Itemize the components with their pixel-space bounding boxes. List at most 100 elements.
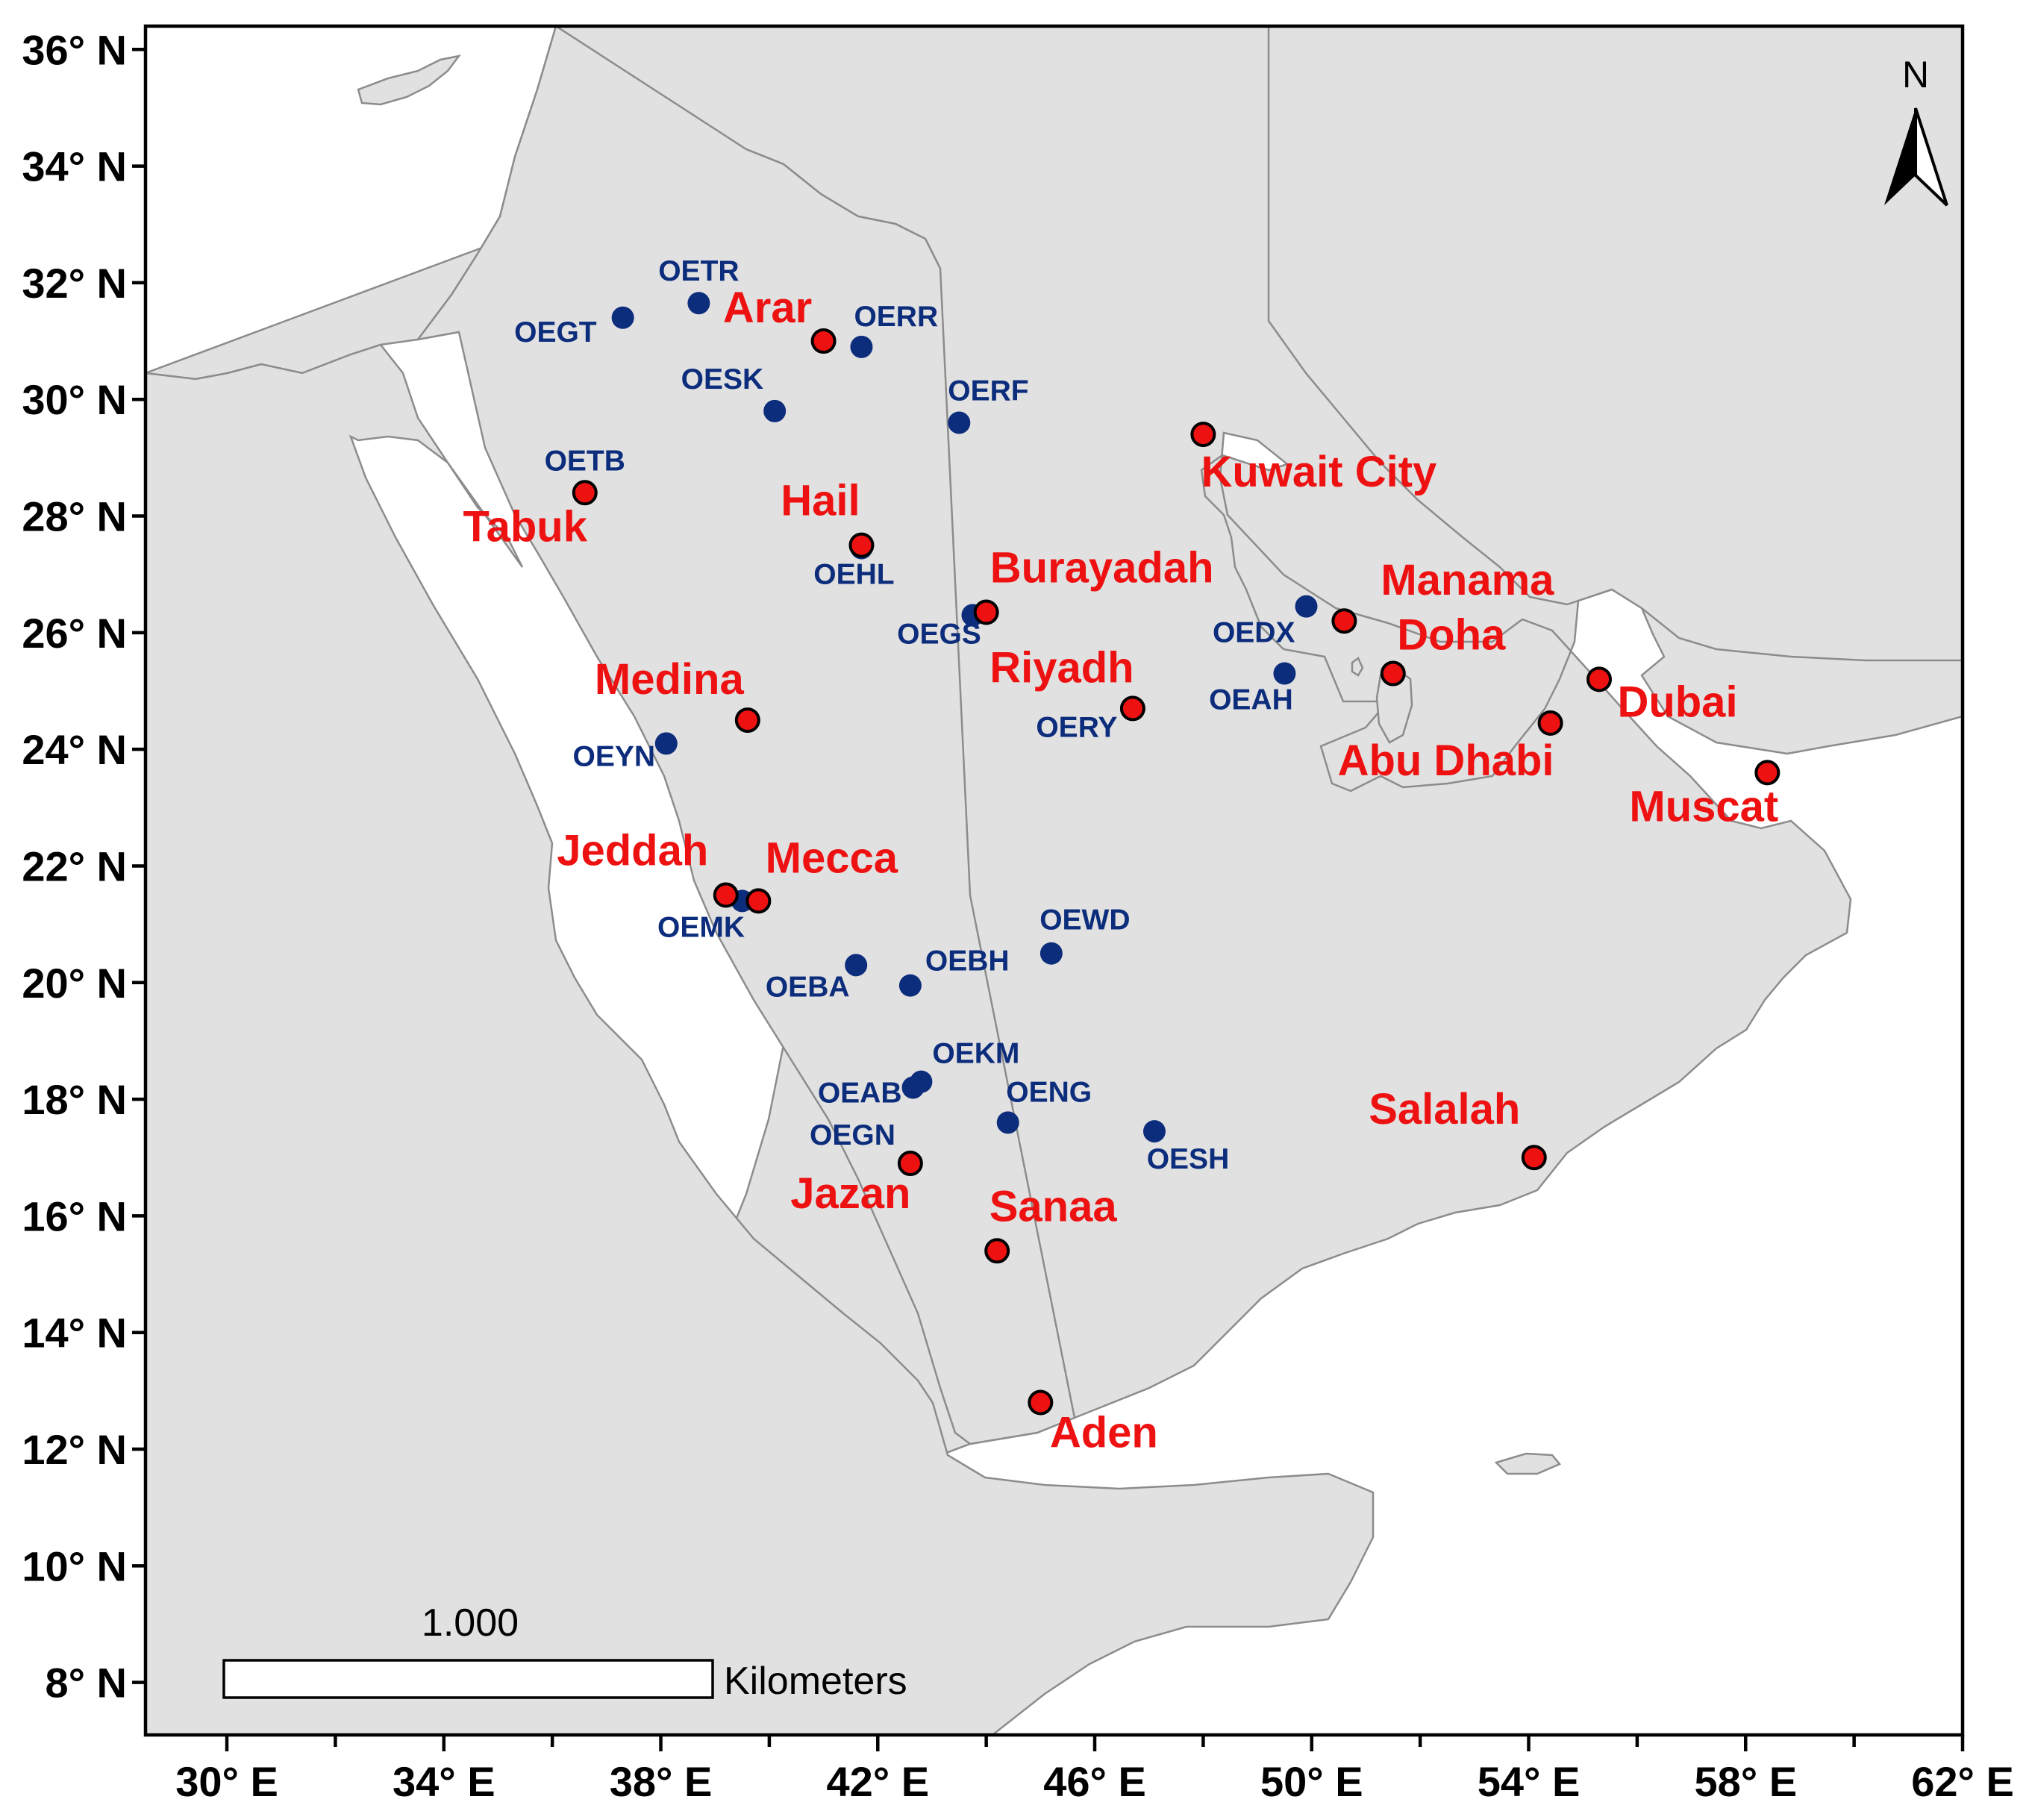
x-tick-label: 50° E bbox=[1260, 1758, 1363, 1805]
station-label-oery: OERY bbox=[1036, 711, 1117, 743]
scale-bar-box bbox=[222, 1659, 714, 1699]
station-marker-oesk bbox=[763, 399, 787, 422]
north-arrow-left-half bbox=[1884, 108, 1916, 205]
city-label-dubai: Dubai bbox=[1617, 678, 1737, 726]
city-marker-arar bbox=[810, 328, 837, 354]
station-label-oeyn: OEYN bbox=[573, 740, 656, 772]
city-marker-hail bbox=[848, 532, 875, 558]
city-marker-jazan bbox=[897, 1151, 923, 1177]
station-marker-oetr bbox=[687, 292, 710, 315]
city-marker-jeddah bbox=[713, 882, 739, 908]
station-label-oeab: OEAB bbox=[818, 1077, 902, 1109]
station-label-oegt: OEGT bbox=[514, 316, 597, 348]
city-label-muscat: Muscat bbox=[1629, 782, 1778, 831]
station-marker-oedx bbox=[1295, 595, 1318, 618]
y-tick-label: 14° N bbox=[22, 1310, 127, 1357]
y-tick-label: 18° N bbox=[22, 1076, 127, 1123]
city-marker-tabuk bbox=[572, 480, 598, 506]
y-tick-label: 26° N bbox=[22, 610, 127, 657]
y-tick-label: 36° N bbox=[22, 26, 127, 73]
city-label-jazan: Jazan bbox=[790, 1169, 910, 1218]
y-tick-label: 8° N bbox=[45, 1660, 127, 1707]
city-label-hail: Hail bbox=[781, 477, 860, 525]
city-marker-doha bbox=[1380, 660, 1406, 687]
station-marker-oesh bbox=[1142, 1120, 1166, 1143]
station-label-oeah: OEAH bbox=[1209, 684, 1293, 716]
y-tick-label: 20° N bbox=[22, 960, 127, 1007]
city-label-aden: Aden bbox=[1050, 1409, 1158, 1457]
bahrain-landmass bbox=[1351, 657, 1364, 677]
city-label-sanaa: Sanaa bbox=[990, 1182, 1118, 1230]
map-frame bbox=[143, 24, 1965, 1737]
north-arrow-right-half bbox=[1914, 107, 1948, 207]
city-label-manama: Manama bbox=[1381, 556, 1554, 604]
station-label-oeba: OEBA bbox=[766, 971, 850, 1003]
station-marker-oewd bbox=[1039, 942, 1063, 965]
station-marker-oeba bbox=[845, 954, 868, 977]
scale-bar-value: 1.000 bbox=[422, 1601, 519, 1645]
station-label-oeng: OENG bbox=[1006, 1076, 1092, 1108]
station-label-oesh: OESH bbox=[1147, 1143, 1230, 1175]
y-tick-label: 12° N bbox=[22, 1426, 127, 1473]
north-arrow-label: N bbox=[1902, 54, 1929, 96]
city-marker-aden bbox=[1028, 1389, 1054, 1416]
north-arrow: N bbox=[1884, 54, 1948, 207]
city-marker-muscat bbox=[1754, 760, 1781, 786]
x-tick-label: 42° E bbox=[826, 1758, 929, 1805]
station-label-oerf: OERF bbox=[948, 375, 1028, 407]
station-marker-oeab bbox=[901, 1076, 925, 1099]
city-label-burayadah: Burayadah bbox=[990, 543, 1214, 592]
x-tick-label: 38° E bbox=[610, 1758, 713, 1805]
x-tick-label: 46° E bbox=[1043, 1758, 1146, 1805]
y-tick-label: 16° N bbox=[22, 1192, 127, 1239]
x-tick-label: 58° E bbox=[1694, 1758, 1797, 1805]
station-label-oekm: OEKM bbox=[932, 1038, 1019, 1070]
scale-bar: 1.000 Kilometers bbox=[222, 1601, 907, 1703]
station-label-oegn: OEGN bbox=[810, 1119, 895, 1151]
city-marker-burayadah bbox=[973, 599, 999, 625]
city-marker-dubai bbox=[1586, 666, 1612, 692]
x-tick-label: 54° E bbox=[1478, 1758, 1581, 1805]
y-tick-label: 22° N bbox=[22, 842, 127, 889]
city-marker-medina bbox=[734, 707, 760, 734]
station-marker-oegt bbox=[611, 306, 634, 329]
station-label-oetr: OETR bbox=[658, 255, 739, 287]
x-axis: 30° E 34° E 38° E 42° E 46° E 50° E 54° E 58° E… bbox=[175, 1735, 2014, 1805]
socotra-landmass bbox=[1494, 1452, 1562, 1475]
y-tick-label: 24° N bbox=[22, 726, 127, 773]
city-label-arar: Arar bbox=[723, 284, 812, 332]
scale-bar-unit: Kilometers bbox=[724, 1660, 907, 1703]
city-label-medina: Medina bbox=[595, 655, 745, 704]
y-tick-label: 30° N bbox=[22, 376, 127, 423]
city-marker-riyadh bbox=[1119, 695, 1145, 722]
station-marker-oeyn bbox=[654, 732, 678, 755]
x-tick-label: 30° E bbox=[175, 1758, 278, 1805]
africa-landmass bbox=[146, 343, 1375, 1735]
x-tick-label: 62° E bbox=[1911, 1758, 2014, 1805]
city-label-riyadh: Riyadh bbox=[990, 643, 1134, 692]
station-label-oehl: OEHL bbox=[813, 559, 894, 591]
station-label-oegs: OEGS bbox=[897, 618, 981, 650]
station-label-oewd: OEWD bbox=[1039, 904, 1130, 936]
city-label-mecca: Mecca bbox=[766, 834, 898, 882]
city-marker-salalah bbox=[1521, 1145, 1547, 1171]
city-marker-kuwait-city bbox=[1190, 422, 1216, 448]
city-marker-mecca bbox=[745, 888, 772, 914]
city-marker-manama bbox=[1331, 608, 1357, 634]
x-tick-label: 34° E bbox=[393, 1758, 495, 1805]
cyprus-landmass bbox=[357, 54, 461, 106]
city-label-kuwait-city: Kuwait City bbox=[1201, 448, 1436, 496]
station-label-oedx: OEDX bbox=[1213, 617, 1295, 649]
station-label-oetb: OETB bbox=[545, 445, 625, 477]
city-label-abu-dhabi: Abu Dhabi bbox=[1338, 737, 1554, 785]
station-marker-oeah bbox=[1273, 662, 1296, 685]
station-label-oerr: OERR bbox=[854, 301, 938, 333]
y-tick-label: 32° N bbox=[22, 260, 127, 307]
station-label-oebh: OEBH bbox=[925, 945, 1010, 978]
y-tick-label: 10° N bbox=[22, 1542, 127, 1589]
y-tick-label: 34° N bbox=[22, 143, 127, 190]
station-marker-oerr bbox=[850, 335, 873, 358]
cities: Arar Tabuk Hail Kuwait City Burayadah Manama D… bbox=[463, 284, 1781, 1457]
station-marker-oerf bbox=[948, 411, 971, 434]
